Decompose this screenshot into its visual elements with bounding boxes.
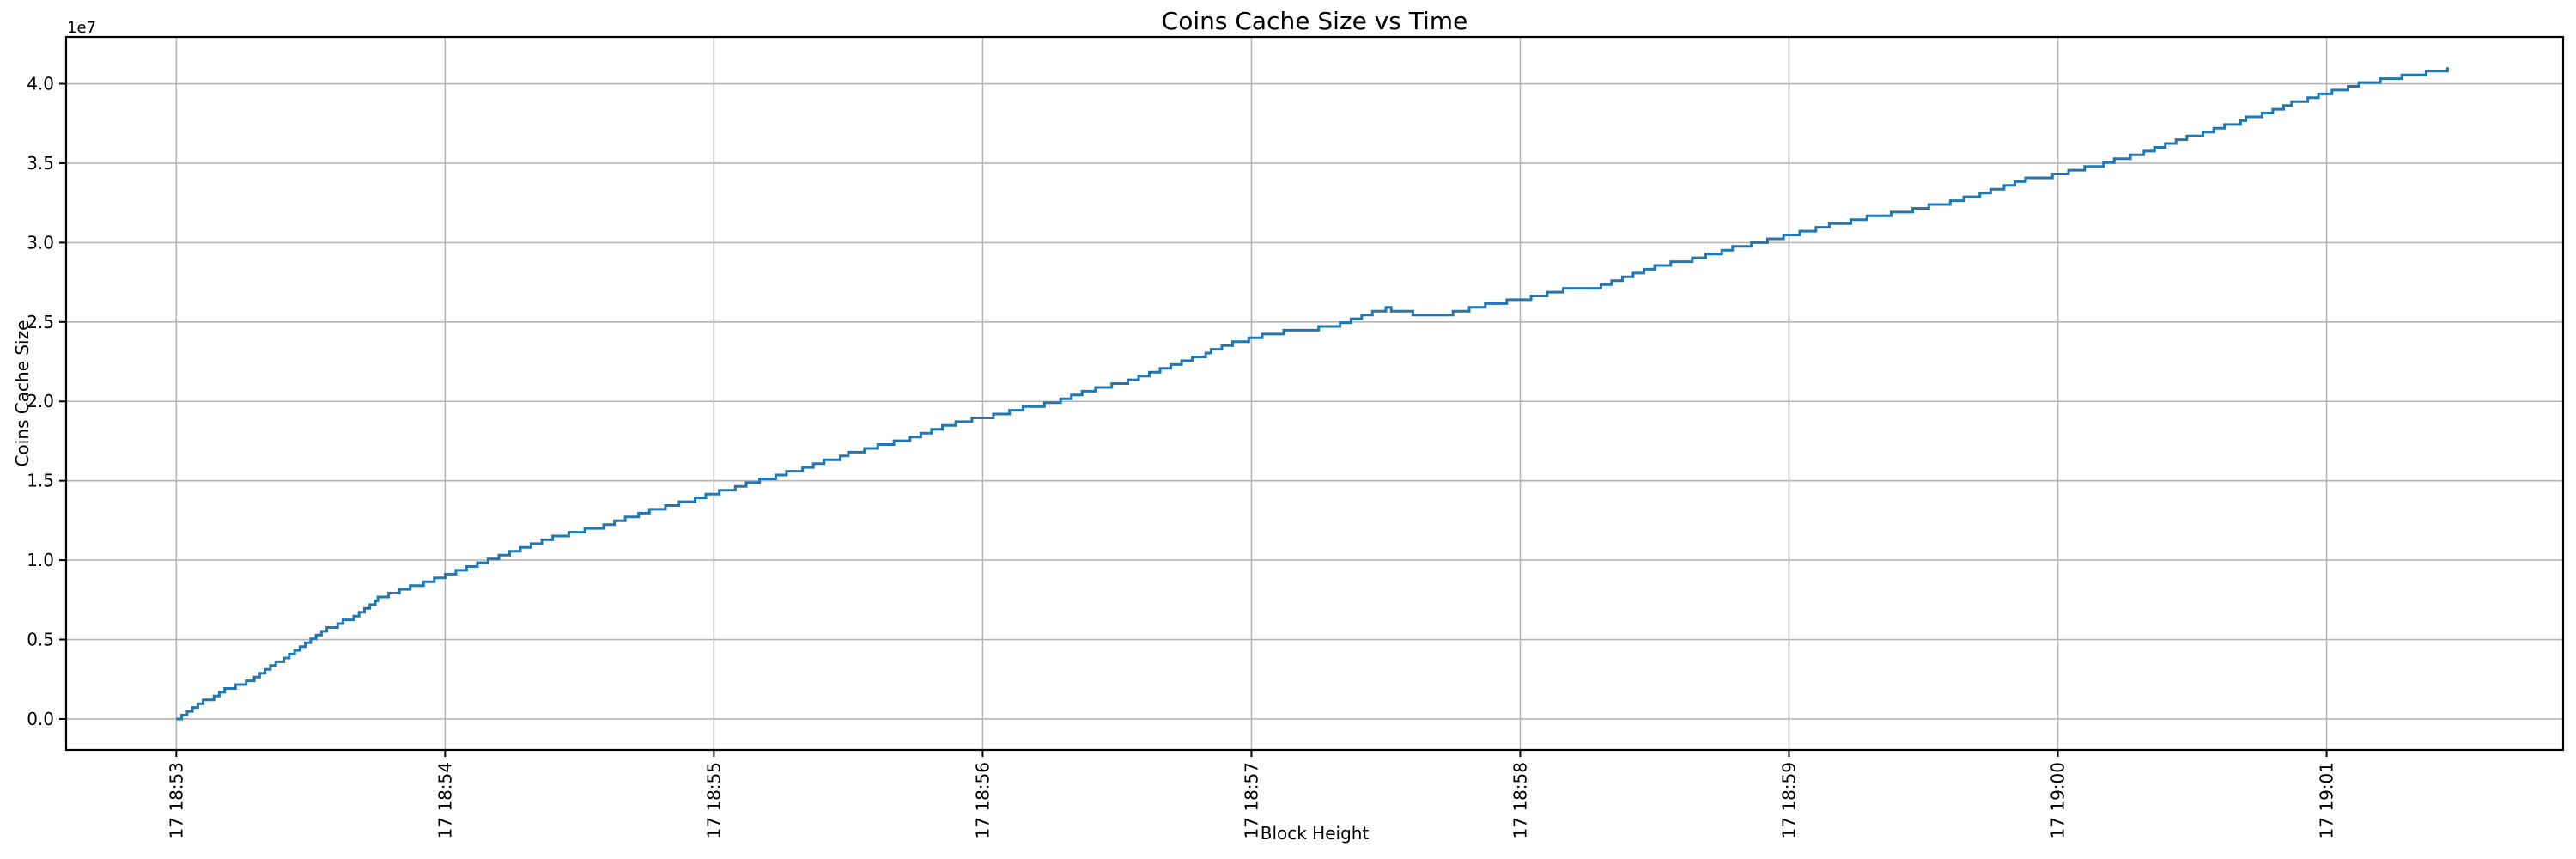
x-axis-label: Block Height: [1260, 823, 1370, 844]
series-line-coins-cache-size: [176, 67, 2449, 721]
y-tick-label: 2.5: [27, 312, 54, 332]
x-tick-label: 17 18:55: [703, 762, 724, 838]
x-tick-label: 17 18:54: [434, 762, 455, 838]
y-tick-label: 0.0: [27, 709, 54, 729]
y-tick-label: 2.0: [27, 391, 54, 411]
x-tick-label: 17 18:57: [1241, 762, 1261, 838]
y-tick-label: 4.0: [27, 74, 54, 94]
x-tick-label: 17 18:58: [1510, 762, 1530, 838]
y-tick-label: 0.5: [27, 630, 54, 650]
x-tick-label: 17 18:59: [1778, 762, 1799, 838]
y-axis-label: Coins Cache Size: [12, 320, 33, 467]
y-tick-label: 1.0: [27, 550, 54, 570]
x-tick-label: 17 18:56: [972, 762, 993, 838]
chart-title: Coins Cache Size vs Time: [1161, 7, 1468, 35]
y-tick-label: 3.0: [27, 232, 54, 253]
y-axis-offset-text: 1e7: [67, 19, 96, 37]
plot-border: [64, 35, 2565, 752]
y-tick-label: 3.5: [27, 153, 54, 174]
x-tick-label: 17 19:01: [2317, 762, 2337, 838]
x-tick-label: 17 19:00: [2048, 762, 2069, 838]
x-tick-label: 17 18:53: [166, 762, 186, 838]
y-tick-label: 1.5: [27, 471, 54, 491]
